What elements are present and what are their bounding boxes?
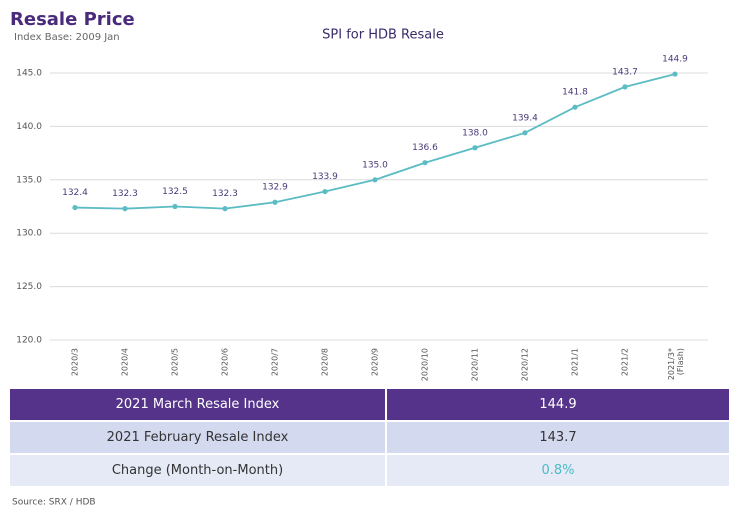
value-label: 139.4	[512, 113, 538, 123]
table-row: 2021 March Resale Index 144.9	[8, 387, 731, 422]
summary-table: 2021 March Resale Index 144.9 2021 Februar…	[8, 387, 731, 488]
x-tick-label: 2020/10	[421, 348, 430, 381]
y-tick-label: 125.0	[16, 282, 42, 292]
x-tick-label: 2020/4	[121, 348, 130, 376]
value-label: 132.3	[212, 189, 238, 199]
table-cell: 144.9	[385, 387, 731, 422]
page-subtitle: Index Base: 2009 Jan	[14, 32, 120, 43]
value-label: 132.3	[112, 189, 138, 199]
value-label: 132.9	[262, 183, 288, 193]
point	[172, 203, 178, 210]
table-cell: 2021 February Resale Index	[8, 420, 387, 455]
y-tick-label: 130.0	[16, 229, 42, 239]
value-label: 132.5	[162, 187, 188, 197]
x-tick-label: 2020/12	[521, 348, 530, 381]
value-label: 135.0	[362, 160, 388, 170]
value-label: 144.9	[662, 55, 688, 65]
table-row: Change (Month-on-Month) 0.8%	[8, 453, 731, 488]
chart-title: SPI for HDB Resale	[322, 28, 444, 43]
x-tick-label: 2020/3	[71, 348, 80, 376]
point	[472, 145, 478, 151]
table-cell: Change (Month-on-Month)	[8, 453, 387, 488]
table-row: 2021 February Resale Index 143.7	[8, 420, 731, 455]
y-tick-label: 140.0	[16, 122, 42, 132]
y-tick-label: 145.0	[16, 69, 42, 79]
point	[322, 188, 328, 195]
y-tick-label: 120.0	[16, 336, 42, 346]
value-label: 138.0	[462, 128, 488, 138]
page-title: Resale Price	[10, 9, 135, 30]
table-cell: 0.8%	[385, 453, 731, 488]
point	[572, 104, 578, 110]
value-label: 132.4	[62, 188, 88, 198]
value-label: 136.6	[412, 143, 438, 153]
point	[222, 206, 228, 212]
value-label: 133.9	[312, 172, 338, 182]
point	[122, 206, 128, 212]
x-tick-label: 2021/2	[621, 348, 630, 376]
x-tick-label: 2021/3* (Flash)	[667, 348, 685, 380]
x-tick-label: 2020/9	[371, 348, 380, 376]
x-tick-label: 2021/1	[571, 348, 580, 376]
value-label: 141.8	[562, 88, 588, 98]
value-label: 143.7	[612, 67, 638, 77]
point	[622, 84, 628, 90]
x-tick-label: 2020/7	[271, 348, 280, 376]
point	[522, 130, 528, 136]
y-tick-label: 135.0	[16, 175, 42, 185]
point	[272, 199, 278, 205]
x-tick-label: 2020/6	[221, 348, 230, 376]
x-tick-label: 2020/5	[171, 348, 180, 376]
source: Source: SRX / HDB	[12, 498, 96, 508]
point	[672, 71, 678, 77]
x-tick-label: 2020/8	[321, 348, 330, 376]
table-cell: 143.7	[385, 420, 731, 455]
point	[72, 204, 78, 211]
point	[422, 160, 428, 166]
x-tick-label: 2020/11	[471, 348, 480, 381]
point	[372, 177, 378, 183]
table-cell: 2021 March Resale Index	[8, 387, 387, 422]
